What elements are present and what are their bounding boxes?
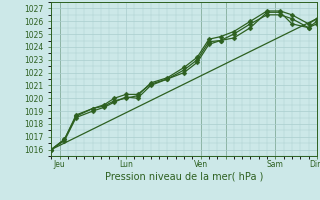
X-axis label: Pression niveau de la mer( hPa ): Pression niveau de la mer( hPa ) (105, 172, 263, 182)
